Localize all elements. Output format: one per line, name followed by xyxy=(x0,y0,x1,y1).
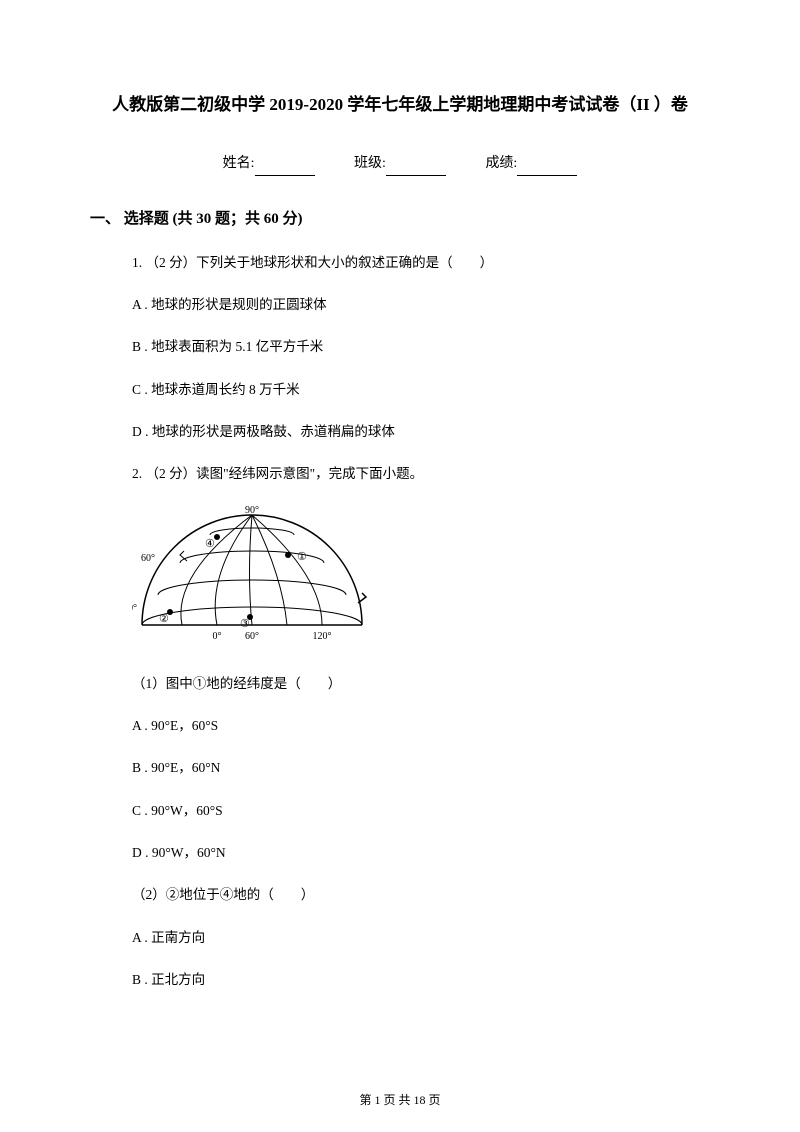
q1-option-b: B . 地球表面积为 5.1 亿平方千米 xyxy=(132,335,710,359)
q2-sub1: （1）图中①地的经纬度是（ ） xyxy=(132,672,710,696)
globe-diagram: 90° 60° 20° 0° 60° 120° ① ② ③ ④ xyxy=(132,505,710,654)
svg-text:60°: 60° xyxy=(141,553,155,564)
svg-text:0°: 0° xyxy=(213,631,222,642)
svg-text:20°: 20° xyxy=(132,603,137,614)
svg-text:90°: 90° xyxy=(245,505,259,516)
q2-sub2-option-a: A . 正南方向 xyxy=(132,926,710,950)
q2-sub2-option-b: B . 正北方向 xyxy=(132,968,710,992)
name-label: 姓名: xyxy=(223,156,315,171)
svg-text:60°: 60° xyxy=(245,631,259,642)
svg-text:③: ③ xyxy=(240,618,250,630)
q1-option-c: C . 地球赤道周长约 8 万千米 xyxy=(132,378,710,402)
q1-option-d: D . 地球的形状是两极略鼓、赤道稍扁的球体 xyxy=(132,420,710,444)
class-label: 班级: xyxy=(354,156,446,171)
svg-text:④: ④ xyxy=(205,538,215,550)
page-footer: 第 1 页 共 18 页 xyxy=(0,1090,800,1112)
svg-text:①: ① xyxy=(297,551,307,563)
exam-title: 人教版第二初级中学 2019-2020 学年七年级上学期地理期中考试试卷（II … xyxy=(90,90,710,121)
q2-sub1-option-c: C . 90°W，60°S xyxy=(132,799,710,823)
q2-sub1-option-b: B . 90°E，60°N xyxy=(132,756,710,780)
q1-option-a: A . 地球的形状是规则的正圆球体 xyxy=(132,293,710,317)
q2-sub1-option-d: D . 90°W，60°N xyxy=(132,841,710,865)
q2-sub2: （2）②地位于④地的（ ） xyxy=(132,883,710,907)
svg-text:②: ② xyxy=(159,613,169,625)
q2-sub1-option-a: A . 90°E，60°S xyxy=(132,714,710,738)
svg-text:120°: 120° xyxy=(313,631,332,642)
question-1: 1. （2 分）下列关于地球形状和大小的叙述正确的是（ ） xyxy=(132,251,710,275)
question-2: 2. （2 分）读图"经纬网示意图"，完成下面小题。 xyxy=(132,462,710,486)
score-label: 成绩: xyxy=(485,156,577,171)
student-info: 姓名: 班级: 成绩: xyxy=(90,151,710,176)
section-header: 一、 选择题 (共 30 题；共 60 分) xyxy=(90,206,710,233)
